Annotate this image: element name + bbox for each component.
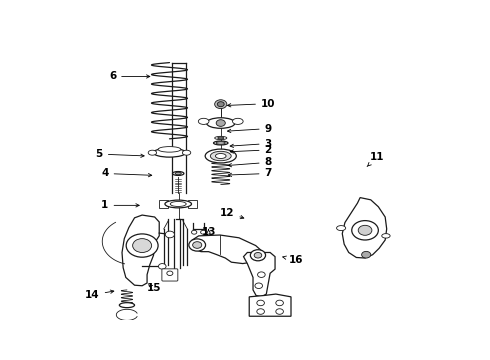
Ellipse shape	[153, 148, 186, 157]
Circle shape	[254, 252, 262, 258]
Text: 15: 15	[147, 283, 161, 293]
Ellipse shape	[198, 118, 209, 125]
Text: 13: 13	[201, 227, 216, 237]
Polygon shape	[244, 252, 275, 297]
Ellipse shape	[158, 147, 181, 152]
Circle shape	[255, 283, 263, 288]
Circle shape	[250, 250, 266, 261]
Circle shape	[165, 231, 174, 238]
Polygon shape	[192, 235, 263, 264]
Text: 12: 12	[220, 208, 244, 219]
Text: 9: 9	[227, 123, 272, 134]
Circle shape	[216, 120, 225, 126]
Ellipse shape	[120, 303, 135, 308]
Ellipse shape	[215, 136, 227, 140]
Circle shape	[215, 100, 227, 109]
Ellipse shape	[165, 200, 192, 208]
Ellipse shape	[206, 118, 235, 128]
Polygon shape	[122, 215, 159, 286]
Polygon shape	[188, 200, 197, 208]
Circle shape	[257, 300, 265, 306]
Ellipse shape	[216, 142, 225, 144]
Ellipse shape	[210, 151, 231, 161]
Circle shape	[276, 300, 283, 306]
Ellipse shape	[182, 150, 191, 155]
Text: 5: 5	[96, 149, 144, 159]
Circle shape	[133, 239, 151, 252]
Text: 7: 7	[228, 168, 272, 179]
Ellipse shape	[233, 118, 243, 125]
Text: 3: 3	[230, 139, 272, 149]
Ellipse shape	[216, 153, 226, 158]
Ellipse shape	[205, 149, 236, 163]
Text: 8: 8	[228, 157, 272, 167]
Circle shape	[200, 230, 206, 234]
Ellipse shape	[218, 137, 224, 139]
Circle shape	[276, 309, 283, 314]
Circle shape	[352, 221, 378, 240]
Polygon shape	[159, 200, 169, 208]
FancyBboxPatch shape	[162, 269, 178, 281]
Circle shape	[362, 251, 371, 258]
Ellipse shape	[337, 226, 345, 231]
Circle shape	[257, 309, 265, 314]
Polygon shape	[342, 198, 387, 258]
Circle shape	[158, 264, 166, 269]
Ellipse shape	[382, 234, 390, 238]
Text: 4: 4	[101, 168, 152, 179]
Text: 14: 14	[85, 290, 114, 300]
Ellipse shape	[148, 150, 157, 155]
Text: 2: 2	[230, 145, 272, 155]
Polygon shape	[249, 294, 291, 316]
Text: 16: 16	[283, 255, 303, 265]
Circle shape	[189, 239, 206, 251]
Circle shape	[192, 230, 197, 234]
Text: 1: 1	[101, 201, 139, 210]
Circle shape	[193, 242, 202, 248]
Text: 10: 10	[227, 99, 275, 109]
Ellipse shape	[214, 141, 228, 145]
Ellipse shape	[170, 202, 186, 207]
Text: 11: 11	[367, 152, 385, 167]
Circle shape	[167, 271, 173, 275]
Circle shape	[218, 102, 224, 107]
Ellipse shape	[172, 172, 184, 175]
Circle shape	[258, 272, 265, 278]
Ellipse shape	[175, 172, 181, 175]
Text: 6: 6	[109, 72, 150, 81]
Circle shape	[358, 225, 372, 235]
Circle shape	[126, 234, 158, 257]
